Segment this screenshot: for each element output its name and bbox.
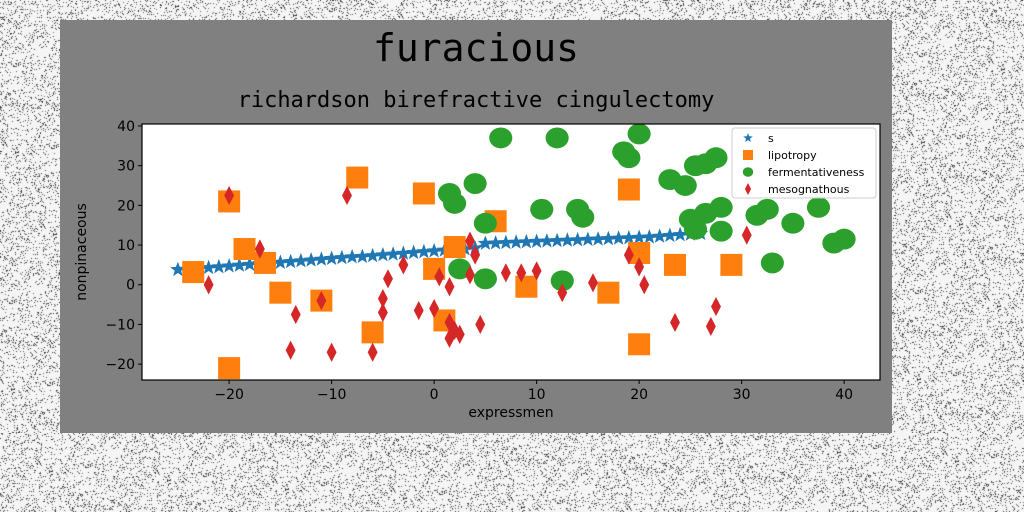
lipotropy-point (720, 254, 742, 276)
fermentativeness-point (807, 197, 830, 218)
legend-label: lipotropy (768, 149, 817, 162)
x-tick-label: −10 (317, 387, 347, 403)
y-tick-label: 0 (126, 278, 135, 294)
fermentativeness-point (781, 213, 804, 234)
lipotropy-point (597, 282, 619, 304)
lipotropy-point (362, 321, 384, 343)
fermentativeness-point (474, 268, 497, 289)
lipotropy-point (218, 357, 240, 379)
figure-panel: furacious richardson birefractive cingul… (60, 20, 892, 433)
lipotropy-point (182, 261, 204, 283)
fermentativeness-point (617, 147, 640, 168)
legend-marker-fermentativeness (743, 167, 754, 177)
scatter-plot: −20 −10 0 10 20 30 40 −20 −10 0 10 20 30 40 expressme… (60, 20, 892, 433)
legend-label: s (768, 132, 774, 145)
fermentativeness-point (530, 199, 553, 220)
legend-marker-lipotropy (743, 150, 753, 160)
fermentativeness-point (833, 229, 856, 250)
lipotropy-point (628, 333, 650, 355)
fermentativeness-point (489, 127, 512, 148)
lipotropy-point (254, 252, 276, 274)
legend-label: mesognathous (768, 183, 850, 196)
y-tick-label: −20 (105, 357, 135, 373)
fermentativeness-point (684, 219, 707, 240)
fermentativeness-point (474, 213, 497, 234)
fermentativeness-point (674, 175, 697, 196)
x-tick-label: 0 (430, 387, 439, 403)
fermentativeness-point (546, 127, 569, 148)
lipotropy-point (346, 167, 368, 189)
fermentativeness-point (571, 207, 594, 228)
fermentativeness-point (756, 199, 779, 220)
lipotropy-point (515, 276, 537, 298)
legend-label: fermentativeness (768, 166, 865, 179)
legend: s lipotropy fermentativeness mesognathous (732, 128, 876, 198)
y-tick-label: −10 (105, 317, 135, 333)
lipotropy-point (234, 238, 256, 260)
fermentativeness-point (704, 147, 727, 168)
y-tick-label: 20 (117, 198, 135, 214)
lipotropy-point (664, 254, 686, 276)
fermentativeness-point (628, 123, 651, 144)
fermentativeness-point (443, 193, 466, 214)
fermentativeness-point (710, 197, 733, 218)
x-tick-label: 10 (528, 387, 546, 403)
x-axis-label: expressmen (468, 405, 553, 421)
lipotropy-point (413, 182, 435, 204)
fermentativeness-point (710, 221, 733, 242)
x-tick-label: −20 (214, 387, 244, 403)
x-tick-label: 40 (835, 387, 853, 403)
lipotropy-point (444, 236, 466, 258)
x-tick-label: 20 (630, 387, 648, 403)
y-tick-label: 30 (117, 159, 135, 175)
x-tick-label: 30 (733, 387, 751, 403)
y-axis-label: nonpinaceous (74, 203, 90, 301)
fermentativeness-point (761, 252, 784, 273)
fermentativeness-point (464, 173, 487, 194)
lipotropy-point (618, 178, 640, 200)
y-tick-label: 40 (117, 119, 135, 135)
lipotropy-point (269, 282, 291, 304)
y-tick-label: 10 (117, 238, 135, 254)
